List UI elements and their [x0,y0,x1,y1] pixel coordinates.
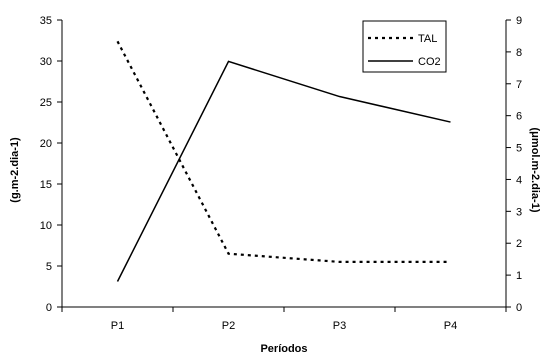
x-tick-label: P1 [111,320,124,332]
y-right-tick-label: 0 [516,302,522,314]
legend: TAL CO2 [362,20,447,73]
legend-label-tal: TAL [418,33,437,45]
y-axis-left-title: (g.m-2.dia-1) [9,137,21,203]
y-left-tick-label: 10 [40,220,52,232]
y-right-tick-label: 3 [516,206,522,218]
y-right-tick-label: 8 [516,47,522,59]
y-left-tick-label: 0 [46,302,52,314]
y-right-tick-label: 6 [516,111,522,123]
y-left-tick-label: 20 [40,138,52,150]
y-left-tick-label: 30 [40,56,52,68]
y-left-tick-label: 35 [40,15,52,27]
series-layer [116,40,451,282]
y-axis-right-title: (μmol.m-2.dia-1) [529,128,541,213]
legend-box [362,20,447,73]
y-right-tick-label: 5 [516,143,522,155]
y-right-tick-label: 2 [516,238,522,250]
y-right-tick-label: 1 [516,270,522,282]
y-left-tick-label: 15 [40,179,52,191]
y-right-tick-label: 4 [516,174,522,186]
x-axis-title: Períodos [260,343,307,355]
y-right-tick-label: 9 [516,15,522,27]
x-tick-label: P2 [222,320,235,332]
x-tick-label: P4 [444,320,457,332]
series-line-tal [116,40,451,263]
x-tick-label: P3 [333,320,346,332]
series-line-co2 [116,60,451,282]
y-left-tick-label: 25 [40,97,52,109]
y-right-tick-label: 7 [516,79,522,91]
axes: 0 5 10 15 20 25 30 35 0 1 2 3 4 5 6 7 8 9 P1 P2 P3 P4 [40,15,522,332]
legend-label-co2: CO2 [418,56,441,68]
y-left-tick-label: 5 [46,261,52,273]
